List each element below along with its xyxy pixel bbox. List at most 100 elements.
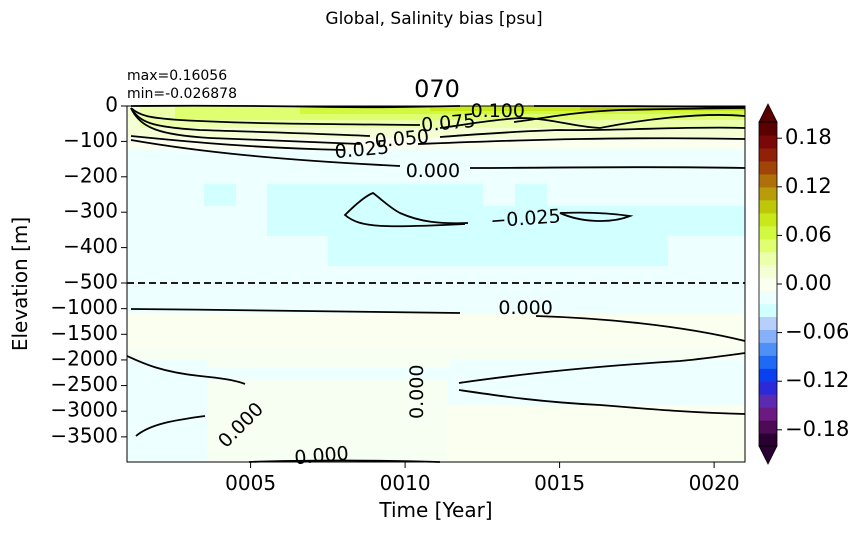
heat-cell <box>207 380 447 462</box>
heat-cell <box>580 106 745 110</box>
contour-line <box>469 166 746 169</box>
heat-cell <box>447 405 745 462</box>
heatmap-cells <box>127 106 745 462</box>
y-tick-label: −100 <box>63 128 118 152</box>
heat-cell <box>204 184 236 206</box>
contour-line <box>130 107 371 137</box>
heat-cell <box>515 184 547 206</box>
contour-line <box>458 389 746 415</box>
contour-line <box>126 355 246 385</box>
contour-line <box>439 114 746 129</box>
colorbar-tick-label: −0.12 <box>785 368 849 392</box>
contour-line <box>130 139 401 167</box>
colorbar-segment <box>759 433 777 447</box>
colorbar-tick-label: −0.18 <box>785 417 849 441</box>
colorbar-segment <box>759 316 777 330</box>
y-tick-label: −3000 <box>50 398 118 422</box>
colorbar-segment <box>759 160 777 175</box>
contour-label: 0.075 <box>420 110 476 137</box>
contour-line <box>417 137 746 145</box>
contour-label: 0.000 <box>498 297 552 319</box>
contour-line <box>439 126 746 138</box>
colorbar-segment <box>759 342 777 356</box>
contour-line <box>130 308 461 314</box>
plot-frame <box>126 105 746 463</box>
colorbar-segment <box>759 199 777 214</box>
contour-label: 0.000 <box>294 443 350 470</box>
contour-label: 0.050 <box>374 126 430 153</box>
colorbar-tick-label: 0.12 <box>785 174 832 198</box>
x-tick-label: 0010 <box>380 471 431 495</box>
x-tick-label: 0005 <box>225 471 276 495</box>
heat-cell <box>520 388 745 406</box>
contour-label: 0.100 <box>471 100 525 122</box>
colorbar-segment <box>759 355 777 369</box>
contour-label: 0.025 <box>334 136 390 163</box>
y-tick-label: −1500 <box>50 321 118 345</box>
contour-label: 0.000 <box>406 160 460 182</box>
contour-line <box>535 315 746 342</box>
y-tick-label: −2000 <box>50 346 118 370</box>
colorbar-segment <box>759 277 777 292</box>
colorbar-segment <box>759 368 777 382</box>
chart-title: 070 <box>414 75 460 103</box>
colorbar-segment <box>759 225 777 240</box>
colorbar-segment <box>759 407 777 421</box>
colorbar-segment <box>759 251 777 266</box>
colorbar-extend-max <box>758 103 778 123</box>
colorbar-tick-label: 0.06 <box>785 222 832 246</box>
colorbar-segment <box>759 186 777 201</box>
y-tick-label: −300 <box>63 199 118 223</box>
heat-cell <box>127 313 745 348</box>
chart-suptitle: Global, Salinity bias [psu] <box>325 9 542 29</box>
colorbar-segment <box>759 394 777 408</box>
colorbar-segment <box>759 420 777 434</box>
y-axis-label: Elevation [m] <box>8 217 32 351</box>
x-tick-label: 0015 <box>534 471 585 495</box>
heat-cell <box>127 283 745 313</box>
stat-min: min=-0.026878 <box>127 86 237 102</box>
y-tick-label: −500 <box>63 270 118 294</box>
y-tick-label: −3500 <box>50 423 118 447</box>
contour-line <box>130 107 361 145</box>
colorbar-segment <box>759 173 777 188</box>
stat-max: max=0.16056 <box>127 68 227 84</box>
colorbar-segment <box>759 329 777 343</box>
x-axis: 0005 0010 0015 0020 <box>225 462 740 495</box>
contour-line <box>513 107 746 123</box>
colorbar-segment <box>759 381 777 395</box>
contour-line <box>458 352 746 384</box>
heat-cell <box>127 360 207 462</box>
colorbar-segment <box>759 303 777 317</box>
contour-label: 0.000 <box>406 365 428 419</box>
contour-label: −0.025 <box>490 205 562 232</box>
colorbar: 0.18 0.12 0.06 0.00 −0.06 −0.12 −0.18 <box>758 103 849 465</box>
colorbar-extend-min <box>758 445 778 465</box>
y-tick-label: −2500 <box>50 372 118 396</box>
heat-cell <box>328 236 668 266</box>
heat-cell <box>267 206 745 236</box>
y-axis: 0 −100 −200 −300 −400 −500−1000−1500−2000−250… <box>50 93 127 447</box>
heat-cell <box>450 360 745 388</box>
colorbar-segment <box>759 212 777 227</box>
contour-line <box>248 459 441 463</box>
colorbar-tick-label: 0.18 <box>785 125 832 149</box>
colorbar-segment <box>759 264 777 279</box>
contour-line <box>343 191 469 228</box>
colorbar-tick-label: −0.06 <box>785 320 849 344</box>
contour-line <box>135 415 206 437</box>
contour-line <box>130 107 421 126</box>
colorbar-tick-label: 0.00 <box>785 271 832 295</box>
colorbar-segment <box>759 134 777 149</box>
contour-line <box>130 135 346 151</box>
colorbar-segment <box>759 147 777 162</box>
y-tick-label: −200 <box>63 163 118 187</box>
contour-line <box>559 211 634 222</box>
x-tick-label: 0020 <box>689 471 740 495</box>
y-tick-label: −400 <box>63 234 118 258</box>
x-axis-label: Time [Year] <box>378 498 492 522</box>
colorbar-segment <box>759 122 777 136</box>
colorbar-segment <box>759 290 777 305</box>
